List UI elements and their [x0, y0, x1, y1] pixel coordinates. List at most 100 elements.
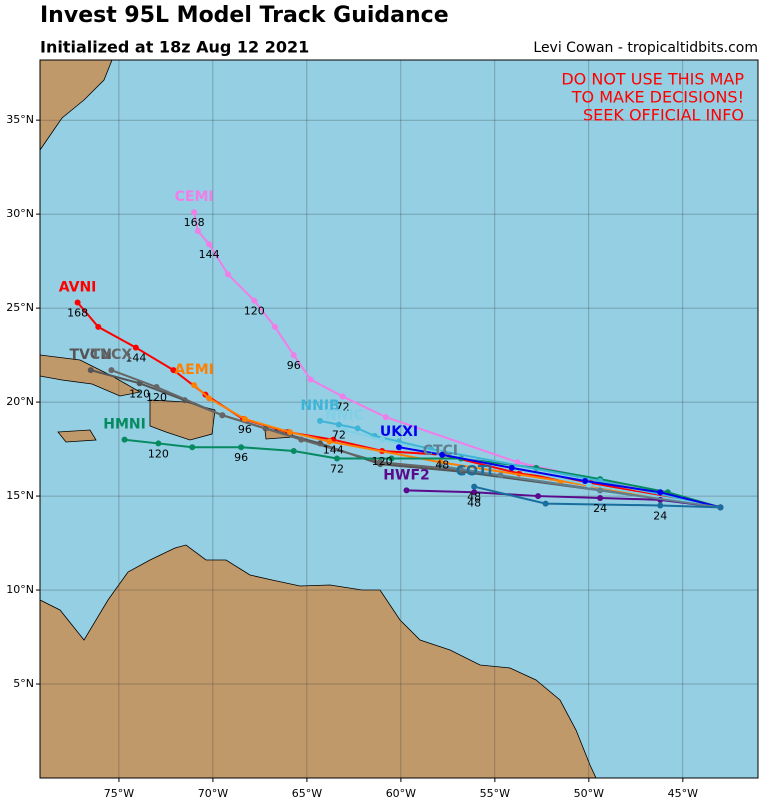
hour-label: 144 — [323, 444, 344, 457]
track-point — [238, 444, 245, 451]
hour-label: 120 — [146, 391, 167, 404]
track-point — [388, 455, 395, 462]
track-line — [319, 419, 721, 509]
model-label: TVCX — [91, 347, 133, 363]
track-line — [398, 446, 721, 509]
hour-label: 144 — [199, 248, 220, 261]
hour-label: 72 — [330, 462, 344, 475]
x-tick-label: 75°W — [104, 787, 134, 800]
track-point — [582, 478, 589, 485]
hour-label: 48 — [467, 491, 481, 504]
track-line — [90, 369, 721, 509]
track-point — [286, 429, 293, 436]
track-point — [403, 487, 410, 494]
track-line — [193, 384, 721, 509]
track-point — [341, 427, 348, 434]
track-point — [95, 323, 102, 330]
hour-label: 24 — [593, 502, 607, 515]
model-label: TVCN — [70, 347, 112, 363]
warning: DO NOT USE THIS MAP — [561, 70, 744, 89]
track-point — [514, 459, 521, 466]
title: Invest 95L Model Track Guidance — [40, 3, 449, 28]
hour-label: 24 — [653, 509, 667, 522]
track-point — [87, 367, 94, 374]
y-tick-label: 10°N — [6, 583, 34, 596]
track-point — [379, 436, 386, 443]
model-label: UKXI — [380, 424, 418, 440]
hour-label: 168 — [67, 306, 88, 319]
hour-label: 144 — [125, 352, 146, 365]
track-point — [354, 425, 361, 432]
y-tick-label: 25°N — [6, 301, 34, 314]
track-point — [251, 297, 258, 304]
warning: TO MAKE DECISIONS! — [571, 88, 744, 107]
hour-label: 72 — [336, 400, 350, 413]
track-point — [271, 323, 278, 330]
track-point — [657, 502, 664, 509]
track-line — [124, 438, 721, 509]
track-point — [108, 367, 115, 374]
x-tick-label: 60°W — [386, 787, 416, 800]
model-label: NNIB — [300, 398, 339, 414]
y-tick-label: 5°N — [13, 677, 34, 690]
track-point — [307, 376, 314, 383]
track-point — [121, 436, 128, 443]
hour-label: 72 — [332, 429, 346, 442]
y-tick-label: 15°N — [6, 489, 34, 502]
track-point — [335, 421, 342, 428]
x-tick-label: 50°W — [574, 787, 604, 800]
track-point — [508, 464, 515, 471]
track-point — [206, 241, 213, 248]
x-tick-label: 45°W — [668, 787, 698, 800]
track-point — [535, 493, 542, 500]
track-point — [333, 455, 340, 462]
track-point — [439, 451, 446, 458]
model-label: CEMI — [175, 189, 214, 205]
track-point — [170, 367, 177, 374]
track-point — [542, 500, 549, 507]
track-point — [191, 209, 198, 216]
model-label: HMNI — [103, 417, 146, 433]
track-point — [326, 438, 333, 445]
credit: Levi Cowan - tropicaltidbits.com — [533, 40, 758, 56]
track-point — [206, 395, 213, 402]
x-tick-label: 70°W — [198, 787, 228, 800]
track-point — [597, 494, 604, 501]
track-point — [585, 481, 592, 488]
track-point — [317, 417, 324, 424]
track-point — [717, 504, 724, 511]
track-point — [191, 382, 198, 389]
tracks: 72 96 120 144 168 CEMI 120 144 144 168 AVNI 120 TVCN… — [40, 60, 758, 778]
hour-label: 48 — [435, 459, 449, 472]
subtitle: Initialized at 18z Aug 12 2021 — [40, 38, 309, 57]
track-point — [241, 416, 248, 422]
x-tick-label: 55°W — [480, 787, 510, 800]
track-point — [290, 352, 297, 359]
warning: SEEK OFFICIAL INFO — [583, 106, 744, 125]
track-point — [471, 483, 478, 490]
track-point — [224, 271, 231, 278]
track-point — [471, 489, 478, 496]
track-line — [440, 465, 721, 509]
track-point — [155, 440, 162, 447]
y-tick-label: 30°N — [6, 207, 34, 220]
hour-label: 96 — [238, 423, 252, 436]
track-point — [290, 447, 297, 454]
model-label: CTCI — [423, 443, 458, 459]
track-point — [377, 459, 384, 466]
model-label: HWF2 — [383, 467, 429, 483]
track-point — [153, 384, 160, 391]
track-point — [597, 487, 604, 494]
track-point — [74, 299, 81, 306]
track-point — [437, 462, 444, 469]
track-point — [657, 489, 664, 496]
hour-label: 120 — [129, 387, 150, 400]
model-label: AVNI — [59, 279, 97, 295]
track-point — [194, 228, 201, 235]
track-point — [382, 414, 389, 421]
model-label: AEMI — [174, 362, 214, 378]
hour-label: 120 — [244, 305, 265, 318]
y-tick-label: 35°N — [6, 113, 34, 126]
hour-label: 48 — [467, 496, 481, 509]
